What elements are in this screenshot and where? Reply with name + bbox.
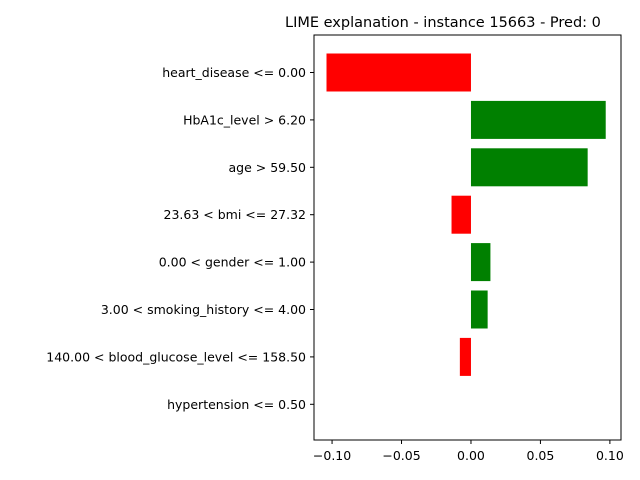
feature-label: 140.00 < blood_glucose_level <= 158.50 bbox=[46, 349, 306, 364]
x-tick-label: −0.05 bbox=[382, 448, 420, 463]
bar bbox=[470, 243, 491, 282]
x-tick-label: −0.10 bbox=[313, 448, 351, 463]
bar bbox=[470, 148, 588, 187]
x-tick-label: 0.05 bbox=[527, 448, 555, 463]
bar bbox=[470, 290, 488, 329]
feature-labels-group: heart_disease <= 0.00 HbA1c_level > 6.20 a… bbox=[46, 65, 314, 412]
plot-frame bbox=[313, 34, 622, 441]
feature-label: 23.63 < bmi <= 27.32 bbox=[164, 207, 306, 222]
x-tick-label: 0.10 bbox=[596, 448, 624, 463]
feature-label: 0.00 < gender <= 1.00 bbox=[159, 255, 306, 270]
feature-label: age > 59.50 bbox=[229, 160, 307, 175]
feature-label: HbA1c_level > 6.20 bbox=[183, 112, 306, 127]
bar bbox=[451, 195, 471, 234]
bar bbox=[470, 100, 606, 139]
feature-label: hypertension <= 0.50 bbox=[167, 397, 306, 412]
bars-group bbox=[326, 53, 606, 376]
bar bbox=[459, 337, 471, 376]
feature-label: 3.00 < smoking_history <= 4.00 bbox=[101, 302, 306, 317]
feature-label: heart_disease <= 0.00 bbox=[162, 65, 306, 80]
x-ticks-group: −0.10 −0.05 0.00 0.05 0.10 bbox=[313, 440, 624, 463]
bar bbox=[326, 53, 471, 92]
chart-title: LIME explanation - instance 15663 - Pred… bbox=[285, 15, 601, 31]
x-tick-label: 0.00 bbox=[457, 448, 485, 463]
